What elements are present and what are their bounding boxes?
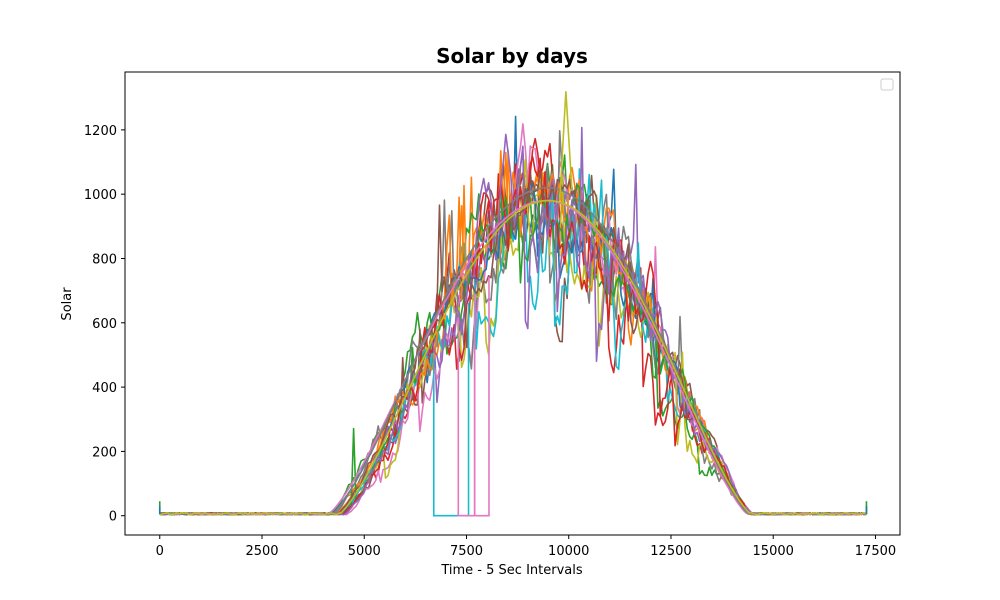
y-tick-label: 400: [92, 381, 117, 396]
y-axis: 0 200 400 600 800 1000 1200: [84, 124, 125, 525]
y-tick-label: 200: [92, 445, 117, 460]
x-axis: 0 2500 5000 7500 10000 12500 15000 17500: [156, 535, 896, 559]
x-tick-label: 5000: [348, 544, 381, 559]
x-tick-label: 10000: [548, 544, 589, 559]
plot-area: [124, 71, 901, 536]
x-tick-label: 7500: [450, 544, 483, 559]
series-dropout: [473, 276, 490, 517]
y-tick-label: 1200: [84, 124, 117, 139]
y-tick-label: 600: [92, 317, 117, 332]
y-tick-label: 1000: [84, 188, 117, 203]
chart-title: Solar by days: [436, 44, 588, 68]
x-tick-label: 15000: [753, 544, 794, 559]
x-tick-label: 2500: [245, 544, 278, 559]
y-axis-label: Solar: [60, 287, 75, 321]
series-layer: [158, 91, 868, 517]
x-tick-label: 12500: [650, 544, 691, 559]
x-tick-label: 0: [156, 544, 164, 559]
series-line: [159, 199, 867, 516]
x-tick-label: 17500: [855, 544, 896, 559]
y-tick-label: 800: [92, 252, 117, 267]
legend-box: [880, 78, 894, 91]
x-axis-label: Time - 5 Sec Intervals: [440, 563, 582, 578]
y-tick-label: 0: [109, 510, 117, 525]
series-dropout: [432, 302, 470, 517]
series-spike: [558, 91, 573, 201]
plot-frame: [124, 71, 901, 536]
